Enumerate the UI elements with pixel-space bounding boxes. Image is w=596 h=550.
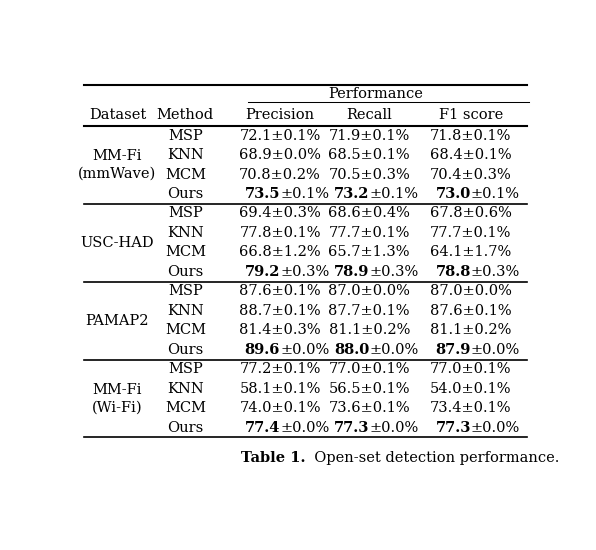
Text: 81.1±0.2%: 81.1±0.2% <box>430 323 511 337</box>
Text: 77.7±0.1%: 77.7±0.1% <box>430 226 511 240</box>
Text: 77.0±0.1%: 77.0±0.1% <box>430 362 511 376</box>
Text: 77.3: 77.3 <box>334 421 369 434</box>
Text: F1 score: F1 score <box>439 108 503 122</box>
Text: Performance: Performance <box>328 87 423 101</box>
Text: 73.4±0.1%: 73.4±0.1% <box>430 402 511 415</box>
Text: ±0.0%: ±0.0% <box>280 421 330 434</box>
Text: ±0.3%: ±0.3% <box>471 265 520 279</box>
Text: Table 1.: Table 1. <box>241 451 305 465</box>
Text: Ours: Ours <box>167 265 203 279</box>
Text: 70.4±0.3%: 70.4±0.3% <box>430 168 512 182</box>
Text: 87.9: 87.9 <box>436 343 471 357</box>
Text: 88.7±0.1%: 88.7±0.1% <box>239 304 321 318</box>
Text: MCM: MCM <box>165 168 206 182</box>
Text: 69.4±0.3%: 69.4±0.3% <box>239 206 321 221</box>
Text: 73.5: 73.5 <box>244 187 280 201</box>
Text: MCM: MCM <box>165 402 206 415</box>
Text: Dataset: Dataset <box>89 108 146 122</box>
Text: 72.1±0.1%: 72.1±0.1% <box>240 129 321 142</box>
Text: 78.8: 78.8 <box>436 265 471 279</box>
Text: 56.5±0.1%: 56.5±0.1% <box>328 382 410 396</box>
Text: 77.0±0.1%: 77.0±0.1% <box>328 362 410 376</box>
Text: 70.5±0.3%: 70.5±0.3% <box>328 168 410 182</box>
Text: MM-Fi
(Wi-Fi): MM-Fi (Wi-Fi) <box>92 383 143 414</box>
Text: Precision: Precision <box>246 108 315 122</box>
Text: 71.9±0.1%: 71.9±0.1% <box>328 129 410 142</box>
Text: 87.0±0.0%: 87.0±0.0% <box>430 284 512 299</box>
Text: Method: Method <box>157 108 214 122</box>
Text: 87.6±0.1%: 87.6±0.1% <box>430 304 511 318</box>
Text: MSP: MSP <box>168 129 203 142</box>
Text: 87.0±0.0%: 87.0±0.0% <box>328 284 410 299</box>
Text: 67.8±0.6%: 67.8±0.6% <box>430 206 512 221</box>
Text: 81.4±0.3%: 81.4±0.3% <box>239 323 321 337</box>
Text: 88.0: 88.0 <box>334 343 369 357</box>
Text: 70.8±0.2%: 70.8±0.2% <box>239 168 321 182</box>
Text: ±0.0%: ±0.0% <box>369 343 418 357</box>
Text: 73.2: 73.2 <box>334 187 369 201</box>
Text: 81.1±0.2%: 81.1±0.2% <box>328 323 410 337</box>
Text: ±0.1%: ±0.1% <box>280 187 329 201</box>
Text: 89.6: 89.6 <box>245 343 280 357</box>
Text: 77.7±0.1%: 77.7±0.1% <box>328 226 410 240</box>
Text: MCM: MCM <box>165 245 206 260</box>
Text: Ours: Ours <box>167 421 203 434</box>
Text: ±0.1%: ±0.1% <box>471 187 520 201</box>
Text: 74.0±0.1%: 74.0±0.1% <box>240 402 321 415</box>
Text: 58.1±0.1%: 58.1±0.1% <box>240 382 321 396</box>
Text: 68.9±0.0%: 68.9±0.0% <box>239 148 321 162</box>
Text: 71.8±0.1%: 71.8±0.1% <box>430 129 511 142</box>
Text: 78.9: 78.9 <box>334 265 369 279</box>
Text: ±0.0%: ±0.0% <box>471 343 520 357</box>
Text: ±0.0%: ±0.0% <box>280 343 330 357</box>
Text: Open-set detection performance.: Open-set detection performance. <box>305 451 560 465</box>
Text: 68.4±0.1%: 68.4±0.1% <box>430 148 511 162</box>
Text: MM-Fi
(mmWave): MM-Fi (mmWave) <box>78 149 157 180</box>
Text: MSP: MSP <box>168 284 203 299</box>
Text: 77.3: 77.3 <box>436 421 471 434</box>
Text: 73.6±0.1%: 73.6±0.1% <box>328 402 410 415</box>
Text: 68.6±0.4%: 68.6±0.4% <box>328 206 410 221</box>
Text: Recall: Recall <box>346 108 392 122</box>
Text: 54.0±0.1%: 54.0±0.1% <box>430 382 511 396</box>
Text: MCM: MCM <box>165 323 206 337</box>
Text: ±0.0%: ±0.0% <box>471 421 520 434</box>
Text: 65.7±1.3%: 65.7±1.3% <box>328 245 410 260</box>
Text: ±0.0%: ±0.0% <box>369 421 418 434</box>
Text: MSP: MSP <box>168 362 203 376</box>
Text: ±0.3%: ±0.3% <box>280 265 330 279</box>
Text: KNN: KNN <box>167 304 204 318</box>
Text: 73.0: 73.0 <box>436 187 471 201</box>
Text: 68.5±0.1%: 68.5±0.1% <box>328 148 410 162</box>
Text: 64.1±1.7%: 64.1±1.7% <box>430 245 511 260</box>
Text: 79.2: 79.2 <box>244 265 280 279</box>
Text: 77.2±0.1%: 77.2±0.1% <box>240 362 321 376</box>
Text: KNN: KNN <box>167 226 204 240</box>
Text: ±0.3%: ±0.3% <box>369 265 418 279</box>
Text: PAMAP2: PAMAP2 <box>86 314 149 328</box>
Text: KNN: KNN <box>167 382 204 396</box>
Text: Ours: Ours <box>167 343 203 357</box>
Text: Ours: Ours <box>167 187 203 201</box>
Text: MSP: MSP <box>168 206 203 221</box>
Text: 87.7±0.1%: 87.7±0.1% <box>328 304 410 318</box>
Text: 66.8±1.2%: 66.8±1.2% <box>239 245 321 260</box>
Text: ±0.1%: ±0.1% <box>369 187 418 201</box>
Text: 87.6±0.1%: 87.6±0.1% <box>239 284 321 299</box>
Text: USC-HAD: USC-HAD <box>80 236 154 250</box>
Text: 77.4: 77.4 <box>245 421 280 434</box>
Text: 77.8±0.1%: 77.8±0.1% <box>240 226 321 240</box>
Text: KNN: KNN <box>167 148 204 162</box>
